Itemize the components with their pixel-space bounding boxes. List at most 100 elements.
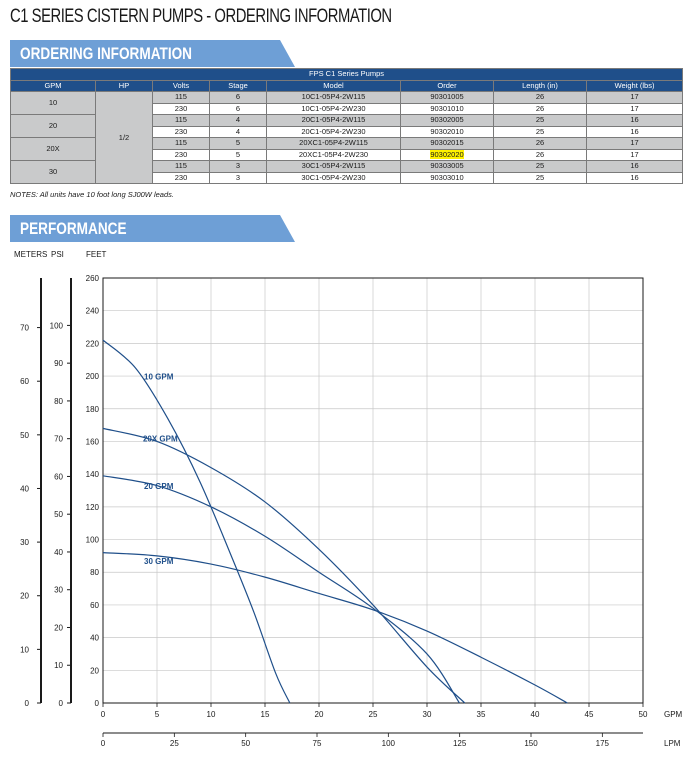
- feet-tick-label: 120: [86, 503, 100, 512]
- meters-tick-label: 50: [20, 431, 29, 440]
- table-row: 230 4 20C1-05P4-2W230 90302010 25 16: [11, 125, 684, 138]
- feet-tick-label: 240: [86, 307, 100, 316]
- table-cell: 3: [235, 161, 241, 171]
- feet-tick-label: 260: [86, 274, 100, 283]
- lpm-tick-label: 25: [170, 739, 179, 748]
- psi-tick-label: 100: [50, 321, 64, 330]
- gpm-tick-label: 0: [101, 710, 106, 719]
- lpm-tick-label: 150: [524, 739, 538, 748]
- table-cell: 90303005: [430, 161, 464, 171]
- table-cell: 20XC1-05P4-2W115: [299, 138, 368, 148]
- gpm-tick-label: 5: [155, 710, 160, 719]
- table-cell: 230: [174, 149, 188, 159]
- curve-label: 20X GPM: [143, 434, 178, 443]
- table-cell: 17: [630, 138, 639, 148]
- feet-tick-label: 20: [90, 666, 99, 675]
- column-header: Model: [266, 79, 401, 92]
- lpm-tick-label: 50: [241, 739, 250, 748]
- page-title: C1 SERIES CISTERN PUMPS - ORDERING INFOR…: [10, 6, 392, 27]
- psi-tick-label: 40: [54, 548, 63, 557]
- table-cell: 90301005: [430, 92, 464, 102]
- gpm-tick-label: 40: [531, 710, 540, 719]
- table-cell: 17: [630, 149, 639, 159]
- feet-tick-label: 40: [90, 634, 99, 643]
- table-cell: 25: [535, 126, 545, 136]
- hp-cell: 1/2: [95, 91, 153, 184]
- curve-30-gpm: [102, 552, 568, 704]
- gpm-tick-label: 10: [207, 710, 216, 719]
- table-cell: 90302005: [430, 115, 464, 125]
- psi-tick-label: 80: [54, 397, 63, 406]
- psi-tick-label: 0: [59, 699, 64, 708]
- table-cell: 4: [235, 126, 241, 136]
- table-cell: 16: [630, 115, 639, 125]
- table-row: 230 6 10C1-05P4-2W230 90301010 26 17: [11, 102, 684, 115]
- feet-tick-label: 140: [86, 470, 100, 479]
- gpm-tick-label: 15: [261, 710, 270, 719]
- table-cell: 16: [630, 126, 639, 136]
- table-cell: 26: [535, 103, 545, 113]
- psi-tick-label: 70: [54, 435, 63, 444]
- table-cell: 16: [630, 172, 639, 182]
- lpm-tick-label: 175: [596, 739, 610, 748]
- curve-10-gpm: [102, 339, 291, 704]
- curve-label: 10 GPM: [144, 372, 174, 381]
- psi-tick-label: 60: [54, 472, 63, 481]
- table-cell: 10C1-05P4-2W115: [301, 92, 366, 102]
- psi-tick-label: 30: [54, 586, 63, 595]
- table-cell: 26: [535, 149, 545, 159]
- table-cell: 90302010: [430, 126, 464, 136]
- feet-tick-label: 80: [90, 568, 99, 577]
- table-cell: 90302020: [430, 149, 464, 159]
- gpm-tick-label: 30: [423, 710, 432, 719]
- meters-tick-label: 10: [20, 645, 29, 654]
- table-cell: 90302015: [430, 138, 464, 148]
- table-row: 230 5 20XC1-05P4-2W230 90302020 26 17: [11, 148, 684, 161]
- table-row: 30 115 3 30C1-05P4-2W115 90303005 25 16: [10, 160, 684, 184]
- feet-tick-label: 220: [86, 339, 100, 348]
- table-cell: 230: [174, 103, 188, 113]
- table-cell: 115: [175, 161, 187, 171]
- table-cell: 25: [535, 172, 545, 182]
- curve-label: 30 GPM: [144, 557, 174, 566]
- table-cell: 26: [535, 138, 545, 148]
- table-cell: 115: [175, 138, 187, 148]
- feet-tick-label: 160: [86, 437, 100, 446]
- feet-tick-label: 100: [86, 536, 100, 545]
- lpm-tick-label: 75: [313, 739, 322, 748]
- table-cell: 30C1-05P4-2W230: [301, 172, 366, 182]
- feet-tick-label: 0: [95, 699, 100, 708]
- psi-tick-label: 10: [54, 661, 63, 670]
- table-cell: 20C1-05P4-2W115: [301, 115, 366, 125]
- gpm-tick-label: 35: [477, 710, 486, 719]
- table-cell: 10C1-05P4-2W230: [301, 103, 366, 113]
- table-cell: 115: [175, 115, 187, 125]
- meters-tick-label: 0: [25, 699, 30, 708]
- meters-tick-label: 30: [20, 538, 29, 547]
- meters-tick-label: 60: [20, 377, 29, 386]
- table-cell: 17: [630, 103, 639, 113]
- table-cell: 90301010: [430, 103, 464, 113]
- meters-axis-header: METERS: [14, 250, 48, 259]
- feet-tick-label: 60: [90, 601, 99, 610]
- table-cell: 25: [535, 161, 545, 171]
- table-cell: 20C1-05P4-2W230: [301, 126, 366, 136]
- meters-tick-label: 70: [20, 324, 29, 333]
- table-cell: 90303010: [430, 172, 464, 182]
- lpm-tick-label: 125: [453, 739, 467, 748]
- table-row: 20X 115 5 20XC1-05P4-2W115 90302015 26 17: [10, 137, 684, 161]
- table-cell: 17: [630, 92, 639, 102]
- table-cell: 230: [174, 126, 188, 136]
- table-cell: 25: [535, 115, 545, 125]
- psi-tick-label: 50: [54, 510, 63, 519]
- table-cell: 20XC1-05P4-2W230: [298, 149, 369, 159]
- gpm-axis-label: GPM: [664, 710, 683, 719]
- table-cell: 30C1-05P4-2W115: [301, 161, 366, 171]
- psi-tick-label: 90: [54, 359, 63, 368]
- curve-label: 20 GPM: [144, 482, 174, 491]
- ordering-info-banner: ORDERING INFORMATION: [10, 40, 295, 67]
- table-row: 230 3 30C1-05P4-2W230 90303010 25 16: [11, 171, 684, 184]
- gpm-tick-label: 20: [315, 710, 324, 719]
- psi-axis-header: PSI: [51, 250, 64, 259]
